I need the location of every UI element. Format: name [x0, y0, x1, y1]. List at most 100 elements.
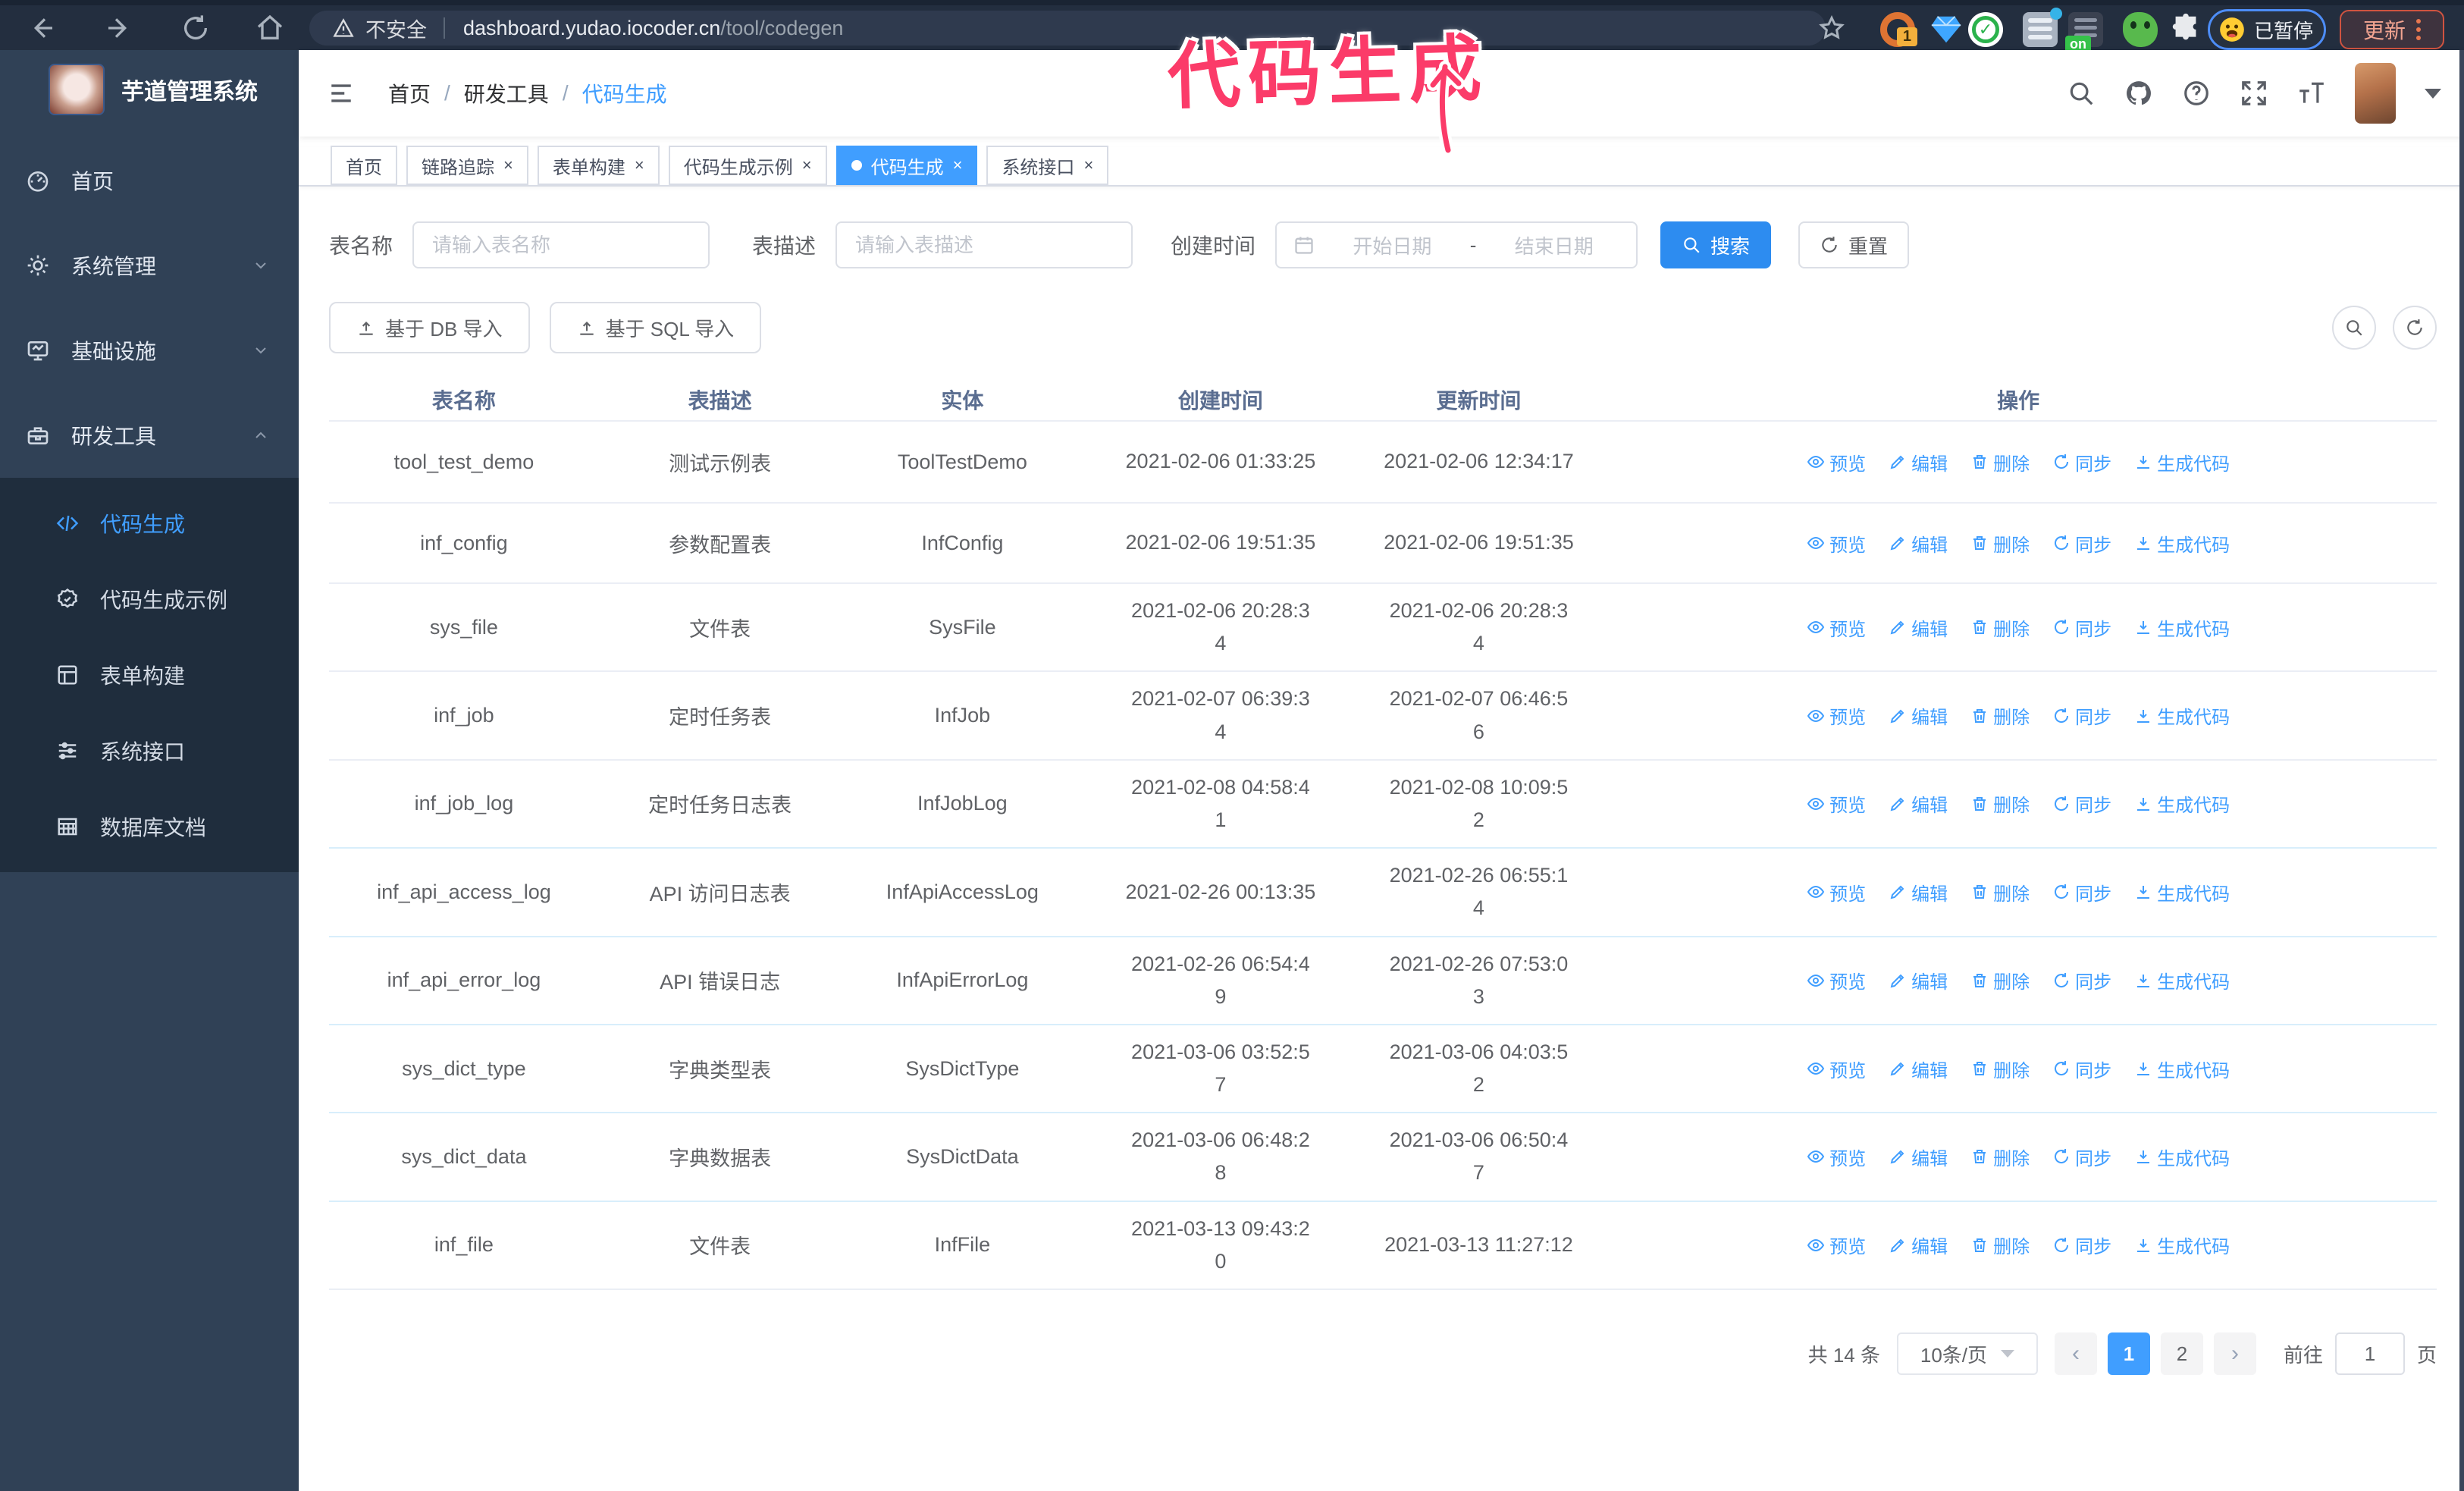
- extension-icon-check[interactable]: ✓: [1968, 12, 2003, 47]
- page-button-1[interactable]: 1: [2107, 1332, 2150, 1375]
- edit-link[interactable]: 编辑: [1889, 1232, 1948, 1258]
- sidebar-item-system-api[interactable]: 系统接口: [0, 713, 299, 789]
- generate-code-link[interactable]: 生成代码: [2134, 1232, 2230, 1258]
- tab-home[interactable]: 首页: [331, 146, 397, 185]
- goto-page-input[interactable]: [2334, 1332, 2405, 1375]
- browser-home-icon[interactable]: [255, 13, 285, 43]
- edit-link[interactable]: 编辑: [1889, 702, 1948, 729]
- hamburger-icon[interactable]: [326, 80, 356, 106]
- profile-paused-pill[interactable]: 已暂停: [2208, 9, 2326, 50]
- page-button-2[interactable]: 2: [2160, 1332, 2203, 1375]
- sync-link[interactable]: 同步: [2052, 1232, 2111, 1258]
- preview-link[interactable]: 预览: [1807, 1144, 1866, 1170]
- sidebar-item-form-builder[interactable]: 表单构建: [0, 637, 299, 713]
- sync-link[interactable]: 同步: [2052, 702, 2111, 729]
- generate-code-link[interactable]: 生成代码: [2134, 449, 2230, 476]
- edit-link[interactable]: 编辑: [1889, 1056, 1948, 1082]
- preview-link[interactable]: 预览: [1807, 449, 1866, 476]
- search-button[interactable]: 搜索: [1660, 221, 1772, 268]
- toggle-search-button[interactable]: [2332, 306, 2376, 350]
- extension-icon-critter[interactable]: [2123, 12, 2158, 47]
- sidebar-item-codegen[interactable]: 代码生成: [0, 485, 299, 561]
- extension-icon-orange[interactable]: 1: [1880, 12, 1917, 47]
- tab-form-builder[interactable]: 表单构建 ×: [537, 146, 660, 185]
- preview-link[interactable]: 预览: [1807, 790, 1866, 817]
- generate-code-link[interactable]: 生成代码: [2134, 1144, 2230, 1170]
- preview-link[interactable]: 预览: [1807, 1232, 1866, 1258]
- page-size-select[interactable]: 10条/页: [1896, 1332, 2038, 1375]
- date-range-picker[interactable]: 开始日期 - 结束日期: [1275, 221, 1638, 268]
- browser-forward-icon[interactable]: [105, 13, 135, 43]
- preview-link[interactable]: 预览: [1807, 530, 1866, 557]
- preview-link[interactable]: 预览: [1807, 967, 1866, 993]
- generate-code-link[interactable]: 生成代码: [2134, 614, 2230, 641]
- breadcrumb-dev-tools[interactable]: 研发工具: [463, 83, 549, 106]
- github-icon[interactable]: [2124, 79, 2153, 108]
- sync-link[interactable]: 同步: [2052, 1056, 2111, 1082]
- delete-link[interactable]: 删除: [1970, 614, 2030, 641]
- browser-back-icon[interactable]: [26, 13, 56, 43]
- generate-code-link[interactable]: 生成代码: [2134, 1056, 2230, 1082]
- sync-link[interactable]: 同步: [2052, 449, 2111, 476]
- sync-link[interactable]: 同步: [2052, 879, 2111, 906]
- preview-link[interactable]: 预览: [1807, 879, 1866, 906]
- delete-link[interactable]: 删除: [1970, 967, 2030, 993]
- preview-link[interactable]: 预览: [1807, 614, 1866, 641]
- table-name-input[interactable]: [412, 221, 710, 268]
- tab-tracing[interactable]: 链路追踪 ×: [406, 146, 528, 185]
- user-avatar[interactable]: [2355, 63, 2396, 124]
- delete-link[interactable]: 删除: [1970, 879, 2030, 906]
- sidebar-item-codegen-example[interactable]: 代码生成示例: [0, 561, 299, 637]
- extension-icon-panel[interactable]: [2023, 8, 2062, 47]
- sql-import-button[interactable]: 基于 SQL 导入: [549, 302, 762, 353]
- delete-link[interactable]: 删除: [1970, 702, 2030, 729]
- generate-code-link[interactable]: 生成代码: [2134, 530, 2230, 557]
- delete-link[interactable]: 删除: [1970, 1056, 2030, 1082]
- generate-code-link[interactable]: 生成代码: [2134, 879, 2230, 906]
- browser-menu-kebab-icon[interactable]: [2416, 19, 2421, 40]
- sync-link[interactable]: 同步: [2052, 530, 2111, 557]
- generate-code-link[interactable]: 生成代码: [2134, 702, 2230, 729]
- edit-link[interactable]: 编辑: [1889, 449, 1948, 476]
- edit-link[interactable]: 编辑: [1889, 1144, 1948, 1170]
- delete-link[interactable]: 删除: [1970, 1232, 2030, 1258]
- next-page-button[interactable]: ›: [2213, 1332, 2256, 1375]
- table-desc-input[interactable]: [835, 221, 1133, 268]
- refresh-table-button[interactable]: [2393, 306, 2437, 350]
- browser-update-button[interactable]: 更新: [2340, 10, 2444, 49]
- tab-codegen[interactable]: 代码生成 ×: [835, 146, 978, 185]
- delete-link[interactable]: 删除: [1970, 449, 2030, 476]
- close-icon[interactable]: ×: [1083, 155, 1094, 174]
- preview-link[interactable]: 预览: [1807, 1056, 1866, 1082]
- sidebar-item-home[interactable]: 首页: [0, 138, 299, 223]
- delete-link[interactable]: 删除: [1970, 530, 2030, 557]
- edit-link[interactable]: 编辑: [1889, 967, 1948, 993]
- generate-code-link[interactable]: 生成代码: [2134, 967, 2230, 993]
- generate-code-link[interactable]: 生成代码: [2134, 790, 2230, 817]
- extension-icon-gem[interactable]: [1929, 12, 1964, 47]
- search-icon[interactable]: [2067, 79, 2096, 108]
- edit-link[interactable]: 编辑: [1889, 614, 1948, 641]
- close-icon[interactable]: ×: [801, 155, 812, 174]
- db-import-button[interactable]: 基于 DB 导入: [329, 302, 530, 353]
- close-icon[interactable]: ×: [952, 155, 963, 174]
- window-scrollbar-edge[interactable]: [2459, 50, 2464, 1491]
- bookmark-star-icon[interactable]: [1818, 14, 1845, 42]
- tab-system-api[interactable]: 系统接口 ×: [986, 146, 1109, 185]
- sidebar-item-infrastructure[interactable]: 基础设施: [0, 308, 299, 393]
- extensions-puzzle-icon[interactable]: [2168, 12, 2203, 47]
- avatar-caret-icon[interactable]: [2425, 88, 2441, 99]
- sync-link[interactable]: 同步: [2052, 967, 2111, 993]
- browser-reload-icon[interactable]: [180, 13, 211, 43]
- breadcrumb-home[interactable]: 首页: [388, 83, 431, 106]
- sync-link[interactable]: 同步: [2052, 1144, 2111, 1170]
- edit-link[interactable]: 编辑: [1889, 530, 1948, 557]
- extension-icon-terminal[interactable]: on: [2065, 12, 2103, 53]
- edit-link[interactable]: 编辑: [1889, 790, 1948, 817]
- tab-codegen-example[interactable]: 代码生成示例 ×: [668, 146, 827, 185]
- help-icon[interactable]: [2182, 79, 2211, 108]
- delete-link[interactable]: 删除: [1970, 1144, 2030, 1170]
- sidebar-item-dev-tools[interactable]: 研发工具: [0, 393, 299, 478]
- sidebar-item-db-doc[interactable]: 数据库文档: [0, 789, 299, 865]
- address-bar[interactable]: 不安全 dashboard.yudao.iocoder.cn/tool/code…: [309, 11, 1826, 46]
